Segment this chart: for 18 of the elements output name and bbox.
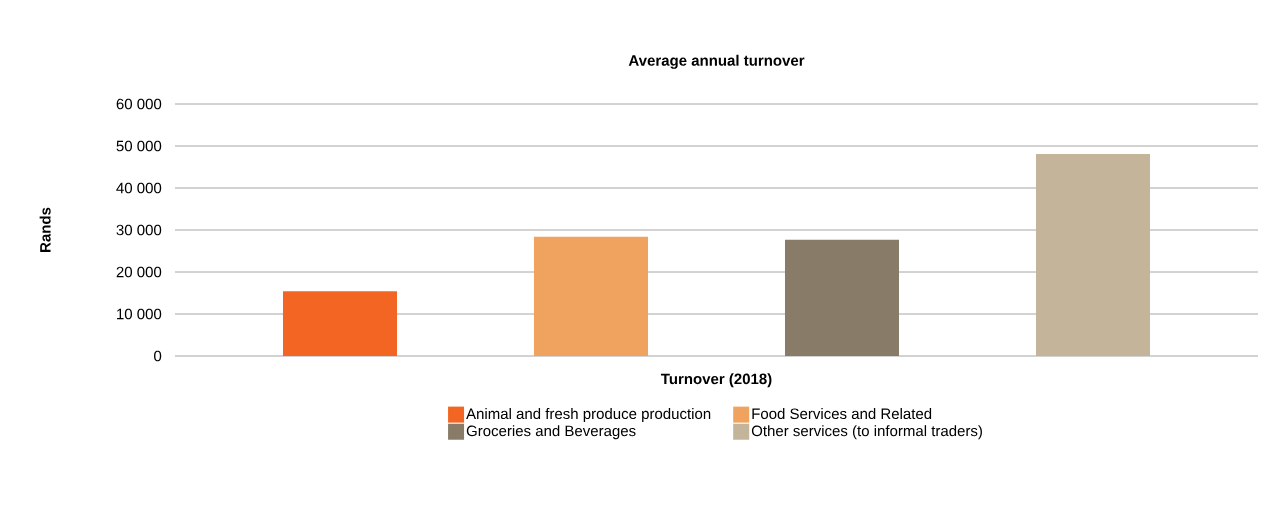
bar — [785, 239, 899, 356]
y-tick-label: 20 000 — [116, 266, 162, 278]
legend-label: Groceries and Beverages — [466, 425, 636, 440]
legend-label: Food Services and Related — [752, 408, 932, 420]
y-axis-title: Rands — [39, 207, 51, 252]
y-tick-label: 10 000 — [117, 308, 162, 320]
y-tick-label: 40 000 — [116, 182, 162, 194]
x-tick-label: Turnover (2018) — [660, 373, 772, 388]
y-tick-label: 50 000 — [116, 140, 162, 152]
bar — [1036, 153, 1150, 356]
y-tick-label: 0 — [154, 350, 162, 362]
legend-label: Other services (to informal traders) — [751, 425, 982, 440]
chart-title: Average annual turnover — [628, 54, 805, 69]
y-tick-label: 30 000 — [116, 224, 162, 236]
y-tick-label: 60 000 — [116, 98, 162, 110]
bar — [533, 236, 648, 356]
legend-label: Animal and fresh produce production — [466, 408, 711, 423]
bar — [282, 291, 397, 356]
